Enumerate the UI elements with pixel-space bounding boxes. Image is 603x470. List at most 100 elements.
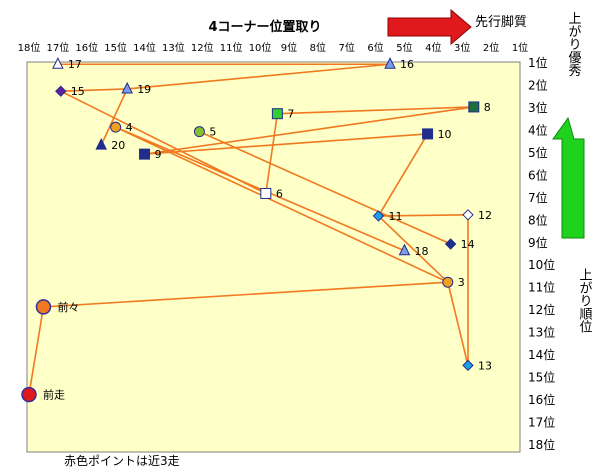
- arrow-right-icon: [387, 8, 472, 46]
- point-label: 17: [68, 58, 82, 71]
- point-labels: 前走 前々 3 13 12 11 10 6 7 8 9 204 5 15 19 17 16 18 14: [43, 58, 492, 401]
- point-label: 13: [478, 359, 492, 372]
- x-tick-label: 3位: [454, 41, 470, 54]
- data-point-7: [271, 108, 283, 120]
- data-point-8: [468, 101, 480, 113]
- x-tick-label: 6位: [367, 41, 383, 54]
- x-tick-label: 9位: [281, 41, 297, 54]
- x-tick-label: 11位: [220, 41, 243, 54]
- y-tick-label: 7位: [528, 190, 548, 205]
- x-tick-label: 1位: [512, 41, 528, 54]
- footnote: 赤色ポイントは近3走: [64, 454, 180, 468]
- connector-line: [100, 88, 128, 146]
- connector-line: [265, 113, 279, 194]
- point-label: 9: [155, 148, 162, 161]
- x-tick-label: 14位: [133, 41, 156, 54]
- connector-line: [447, 282, 469, 366]
- connector-line: [144, 106, 474, 155]
- data-point-12: [462, 209, 474, 221]
- data-point-13: [462, 359, 474, 372]
- y-tick-label: 13位: [528, 325, 555, 340]
- y-tick-label: 3位: [528, 100, 548, 115]
- connector-line: [378, 214, 469, 217]
- series-lines: [28, 63, 474, 395]
- data-point-6: [260, 187, 272, 199]
- point-label: 5: [209, 126, 216, 139]
- point-label: 10: [438, 128, 452, 141]
- point-label: 15: [71, 85, 85, 98]
- y-tick-label: 2位: [528, 77, 548, 92]
- point-label: 12: [478, 209, 492, 222]
- point-label: 19: [137, 83, 151, 96]
- x-axis-ticks: 18位 17位 16位 15位 14位 13位 12位 11位 10位 9位 8位 7位 6位 5位 4位 3…: [18, 41, 529, 54]
- data-point-9: [139, 148, 151, 160]
- x-tick-label: 10位: [249, 41, 272, 54]
- x-tick-label: 18位: [18, 41, 41, 54]
- connector-line: [199, 130, 452, 245]
- data-point-15: [55, 85, 67, 97]
- point-label: 14: [461, 238, 475, 251]
- x-tick-label: 8位: [310, 41, 326, 54]
- data-point-19: [121, 81, 134, 94]
- data-point-18: [398, 243, 411, 256]
- y-tick-label: 14位: [528, 347, 555, 362]
- y-tick-label: 1位: [528, 55, 548, 70]
- connector-line: [377, 133, 429, 217]
- connector-line: [115, 126, 449, 283]
- point-label: 16: [400, 58, 414, 71]
- x-tick-label: 17位: [47, 41, 70, 54]
- arrow-up-icon: [552, 116, 585, 239]
- point-label: 18: [414, 245, 428, 258]
- y-tick-label: 6位: [528, 167, 548, 182]
- x-tick-label: 16位: [75, 41, 98, 54]
- x-tick-label: 5位: [396, 41, 412, 54]
- point-label: 4: [126, 121, 133, 134]
- x-tick-label: 12位: [191, 41, 214, 54]
- y-tick-label: 16位: [528, 392, 555, 407]
- x-tick-label: 15位: [104, 41, 127, 54]
- y-tick-label: 5位: [528, 145, 548, 160]
- data-point-16: [384, 57, 396, 69]
- y-axis-ticks: 1位 2位 3位 4位 5位 6位 7位 8位 9位 10位 11位 12位 13位 14位 15位 16位 1…: [528, 55, 555, 452]
- chart-title: 4コーナー位置取り: [208, 19, 321, 35]
- point-label: 11: [388, 210, 402, 223]
- point-label: 前々: [57, 300, 79, 314]
- x-tick-label: 7位: [339, 41, 355, 54]
- y-tick-label: 12位: [528, 302, 555, 317]
- data-point-前走: [21, 386, 37, 403]
- point-label: 20: [111, 139, 125, 152]
- data-point-14: [444, 238, 457, 250]
- data-point-10: [422, 128, 434, 140]
- y-tick-label: 8位: [528, 212, 548, 227]
- y-tick-label: 11位: [528, 280, 555, 295]
- connector-line: [144, 133, 428, 155]
- y-tick-label: 17位: [528, 415, 555, 430]
- x-tick-label: 13位: [162, 41, 185, 54]
- point-label: 6: [276, 187, 283, 200]
- point-label: 前走: [43, 388, 65, 402]
- x-tick-label: 4位: [425, 41, 441, 54]
- plot-area: [26, 61, 521, 453]
- y-tick-label: 15位: [528, 370, 555, 385]
- x-axis-label: 先行脚質: [475, 14, 527, 30]
- y-tick-label: 18位: [528, 437, 555, 452]
- y-axis-label-bottom: 上がり順位: [577, 268, 593, 333]
- connector-line: [377, 215, 449, 283]
- data-point-4: [110, 121, 122, 133]
- point-label: 8: [484, 101, 491, 114]
- connector-line: [43, 281, 448, 308]
- connector-line: [115, 126, 405, 252]
- connector-line: [277, 106, 474, 115]
- data-point-3: [442, 276, 454, 288]
- x-tick-label: 2位: [483, 41, 499, 54]
- data-point-前々: [35, 299, 52, 315]
- connector-line: [127, 63, 391, 90]
- series-points: [21, 57, 480, 403]
- y-tick-label: 10位: [528, 257, 555, 272]
- connector-line: [28, 306, 45, 395]
- point-label: 3: [458, 276, 465, 289]
- data-point-17: [52, 57, 64, 69]
- data-point-11: [372, 210, 385, 222]
